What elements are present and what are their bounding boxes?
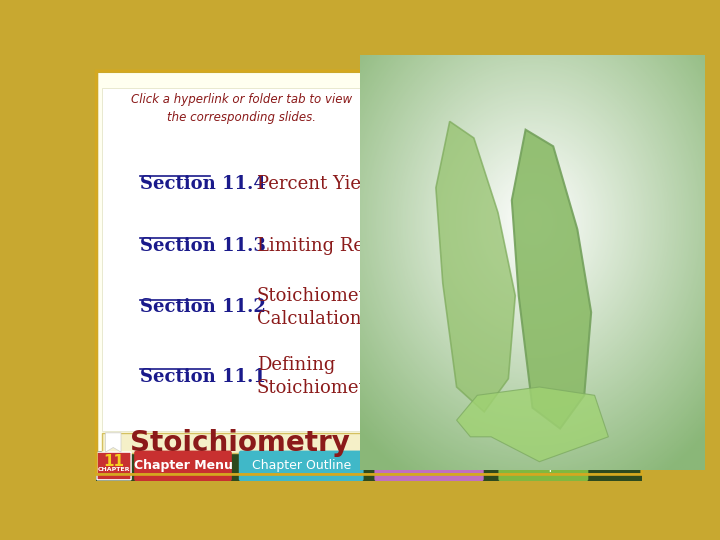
- Text: Resources: Resources: [397, 460, 461, 472]
- Text: Limiting Reactants: Limiting Reactants: [256, 237, 431, 255]
- Text: Stoichiometric
Calculations: Stoichiometric Calculations: [256, 287, 391, 328]
- FancyBboxPatch shape: [498, 450, 588, 481]
- Text: Chapter Outline: Chapter Outline: [251, 460, 351, 472]
- Polygon shape: [106, 433, 121, 452]
- Text: Exit: Exit: [593, 87, 616, 100]
- FancyBboxPatch shape: [607, 85, 627, 101]
- Text: Section 11.2: Section 11.2: [140, 298, 266, 316]
- Bar: [102, 88, 636, 431]
- Text: CHAPTER: CHAPTER: [98, 467, 130, 472]
- Text: Percent Yield: Percent Yield: [256, 175, 378, 193]
- FancyBboxPatch shape: [134, 450, 232, 481]
- Text: Section 11.3: Section 11.3: [140, 237, 266, 255]
- Polygon shape: [456, 387, 608, 462]
- Polygon shape: [512, 130, 591, 429]
- FancyBboxPatch shape: [239, 450, 364, 481]
- Text: Chapter Menu: Chapter Menu: [134, 460, 233, 472]
- FancyBboxPatch shape: [374, 450, 484, 481]
- Text: Click a hyperlink or folder tab to view
the corresponding slides.: Click a hyperlink or folder tab to view …: [130, 93, 351, 124]
- Bar: [96, 451, 642, 481]
- Text: Section 11.4: Section 11.4: [140, 175, 266, 193]
- Text: 11: 11: [104, 454, 125, 469]
- Text: Section 11.1: Section 11.1: [140, 368, 266, 386]
- FancyBboxPatch shape: [97, 452, 131, 480]
- Bar: [102, 433, 636, 453]
- Text: Help: Help: [529, 460, 557, 472]
- Text: Defining
Stoichiometry: Defining Stoichiometry: [256, 356, 385, 397]
- Text: Stoichiometry: Stoichiometry: [130, 429, 350, 457]
- Polygon shape: [436, 122, 516, 412]
- FancyBboxPatch shape: [96, 71, 642, 475]
